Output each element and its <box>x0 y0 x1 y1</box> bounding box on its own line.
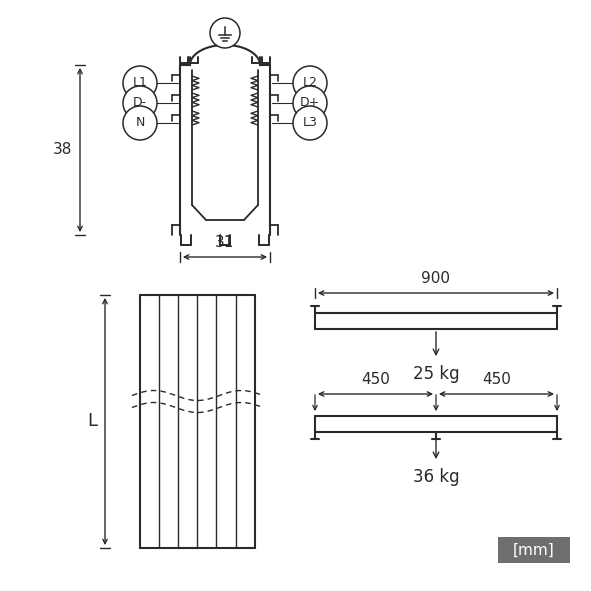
Text: 25 kg: 25 kg <box>413 365 459 383</box>
Ellipse shape <box>123 106 157 140</box>
Ellipse shape <box>293 106 327 140</box>
Text: 38: 38 <box>53 142 72 157</box>
Text: D+: D+ <box>300 96 320 109</box>
Ellipse shape <box>123 86 157 120</box>
Text: L3: L3 <box>303 116 317 129</box>
Text: D-: D- <box>133 96 147 109</box>
Circle shape <box>210 18 240 48</box>
Ellipse shape <box>293 66 327 100</box>
Text: 36 kg: 36 kg <box>413 468 459 486</box>
Text: 31: 31 <box>215 235 235 250</box>
Text: N: N <box>135 116 145 129</box>
Text: L: L <box>87 413 97 430</box>
Text: L1: L1 <box>132 76 147 89</box>
Ellipse shape <box>123 66 157 100</box>
Text: 450: 450 <box>482 372 511 387</box>
Text: 900: 900 <box>421 271 450 286</box>
Text: 450: 450 <box>361 372 390 387</box>
FancyBboxPatch shape <box>498 537 570 563</box>
Text: [mm]: [mm] <box>513 543 555 557</box>
Ellipse shape <box>293 86 327 120</box>
Text: L2: L2 <box>303 76 317 89</box>
